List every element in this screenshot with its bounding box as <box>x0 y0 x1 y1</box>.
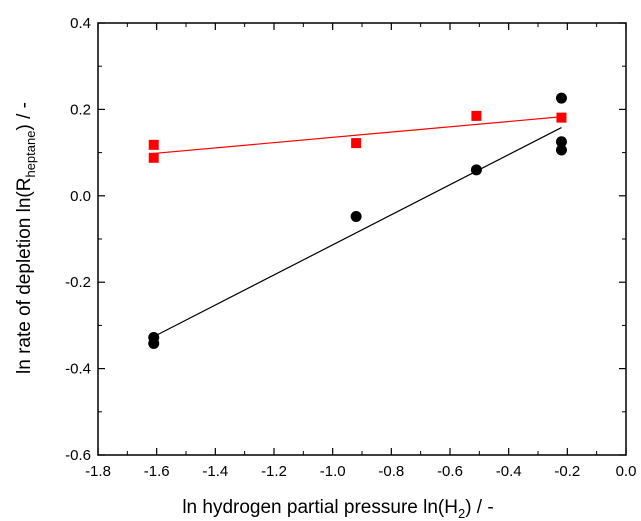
y-tick-label: -0.2 <box>65 274 91 291</box>
fit-lines <box>153 116 562 338</box>
data-point-circle <box>555 92 567 104</box>
y-tick-label: -0.4 <box>65 361 91 378</box>
plot-border <box>97 22 627 456</box>
data-point-circle <box>148 338 160 350</box>
y-tick-label: 0.2 <box>70 101 91 118</box>
x-tick-label: -0.2 <box>554 463 580 480</box>
y-axis-title: ln rate of depletion ln(Rheptane) / - <box>14 102 38 374</box>
y-tick-label: 0.4 <box>70 15 91 32</box>
data-point-circle <box>350 211 362 223</box>
data-point-square <box>351 138 362 149</box>
x-tick-label: -1.8 <box>85 463 111 480</box>
y-axis: -0.6 -0.4 -0.2 0.0 0.2 0.4 <box>65 15 626 464</box>
x-tick-label: -0.6 <box>437 463 463 480</box>
data-point-square <box>556 112 567 123</box>
x-tick-label: -0.4 <box>496 463 522 480</box>
x-tick-label: -1.6 <box>144 463 170 480</box>
x-tick-label: 0.0 <box>616 463 637 480</box>
data-markers <box>148 92 567 350</box>
data-point-circle <box>555 136 567 148</box>
data-point-square <box>148 152 159 163</box>
data-point-circle <box>555 144 567 156</box>
x-tick-label: -0.8 <box>378 463 404 480</box>
fit-line-series-1 <box>153 116 562 155</box>
x-axis: -1.8 -1.6 -1.4 -1.2 -1.0 -0.8 -0.6 -0.4 -0.2 0.0 <box>85 23 636 480</box>
data-point-square <box>148 139 159 150</box>
x-tick-label: -1.2 <box>261 463 287 480</box>
x-axis-title: ln hydrogen partial pressure ln(H2) / - <box>182 497 493 521</box>
x-tick-label: -1.4 <box>202 463 228 480</box>
data-point-circle <box>470 164 482 176</box>
data-point-square <box>471 110 482 121</box>
fit-line-series-2 <box>153 127 562 338</box>
y-tick-label: -0.6 <box>65 447 91 464</box>
plot-frame <box>97 22 627 456</box>
y-tick-label: 0.0 <box>70 188 91 205</box>
x-tick-label: -1.0 <box>320 463 346 480</box>
